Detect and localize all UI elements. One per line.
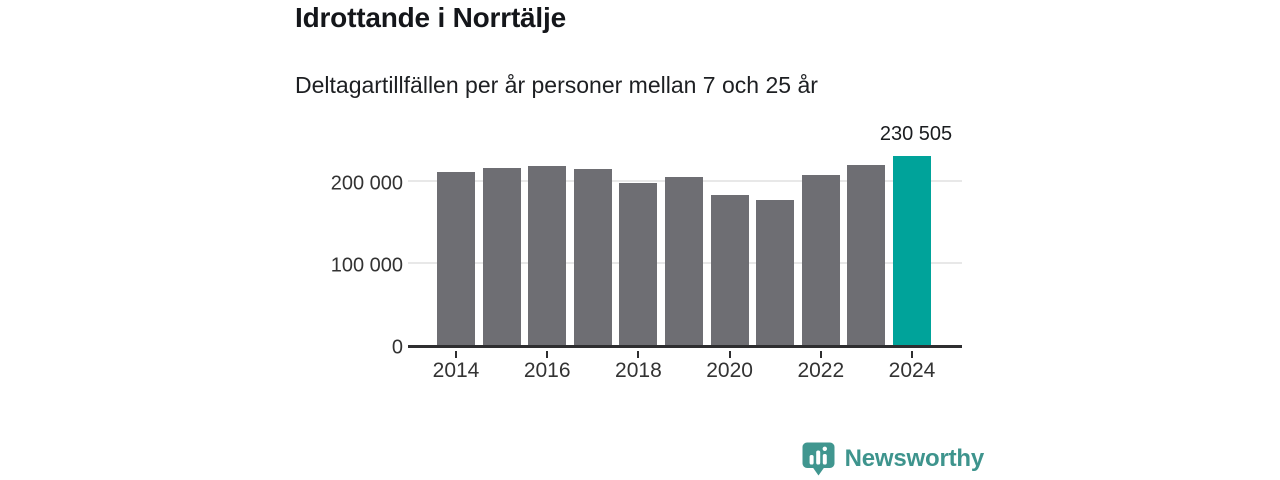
newsworthy-brand-link[interactable]: Newsworthy	[800, 440, 984, 477]
chart-subtitle: Deltagartillfällen per år personer mella…	[295, 72, 818, 98]
x-tick-2016	[546, 351, 549, 358]
bar-2018	[619, 182, 658, 345]
newsworthy-brand-label: Newsworthy	[844, 444, 985, 472]
highlight-value-label: 230 505	[879, 123, 953, 146]
bar-2021	[756, 199, 795, 345]
x-tick-label-2022: 2022	[797, 359, 845, 382]
x-tick-2024	[911, 351, 913, 358]
x-tick-label-2014: 2014	[432, 359, 480, 382]
bar-2017	[573, 169, 612, 345]
bar-2023	[847, 165, 886, 345]
newsworthy-logo-icon	[800, 440, 837, 477]
x-tick-2014	[455, 351, 457, 358]
y-tick-label-100000: 100 000	[330, 254, 403, 277]
x-tick-label-2020: 2020	[706, 359, 753, 382]
y-tick-label-0: 0	[391, 336, 403, 359]
x-tick-label-2016: 2016	[523, 359, 571, 382]
bar-2022	[801, 175, 840, 345]
bar-2014	[437, 172, 475, 345]
plot-area: 230 505	[408, 123, 962, 348]
x-tick-label-2018: 2018	[615, 359, 662, 382]
page-title: Idrottande i Norrtälje	[295, 2, 566, 33]
bar-2019	[665, 176, 703, 345]
bar-2024	[893, 156, 931, 345]
x-tick-2020	[728, 351, 731, 358]
bar-2015	[482, 168, 521, 345]
x-tick-2018	[637, 351, 640, 358]
bar-2016	[528, 166, 567, 345]
bar-2020	[710, 195, 749, 345]
x-tick-label-2024: 2024	[888, 359, 936, 382]
y-axis-labels: 0 100 000 200 000	[270, 130, 403, 359]
y-tick-label-200000: 200 000	[330, 172, 403, 195]
x-tick-2022	[819, 351, 822, 358]
